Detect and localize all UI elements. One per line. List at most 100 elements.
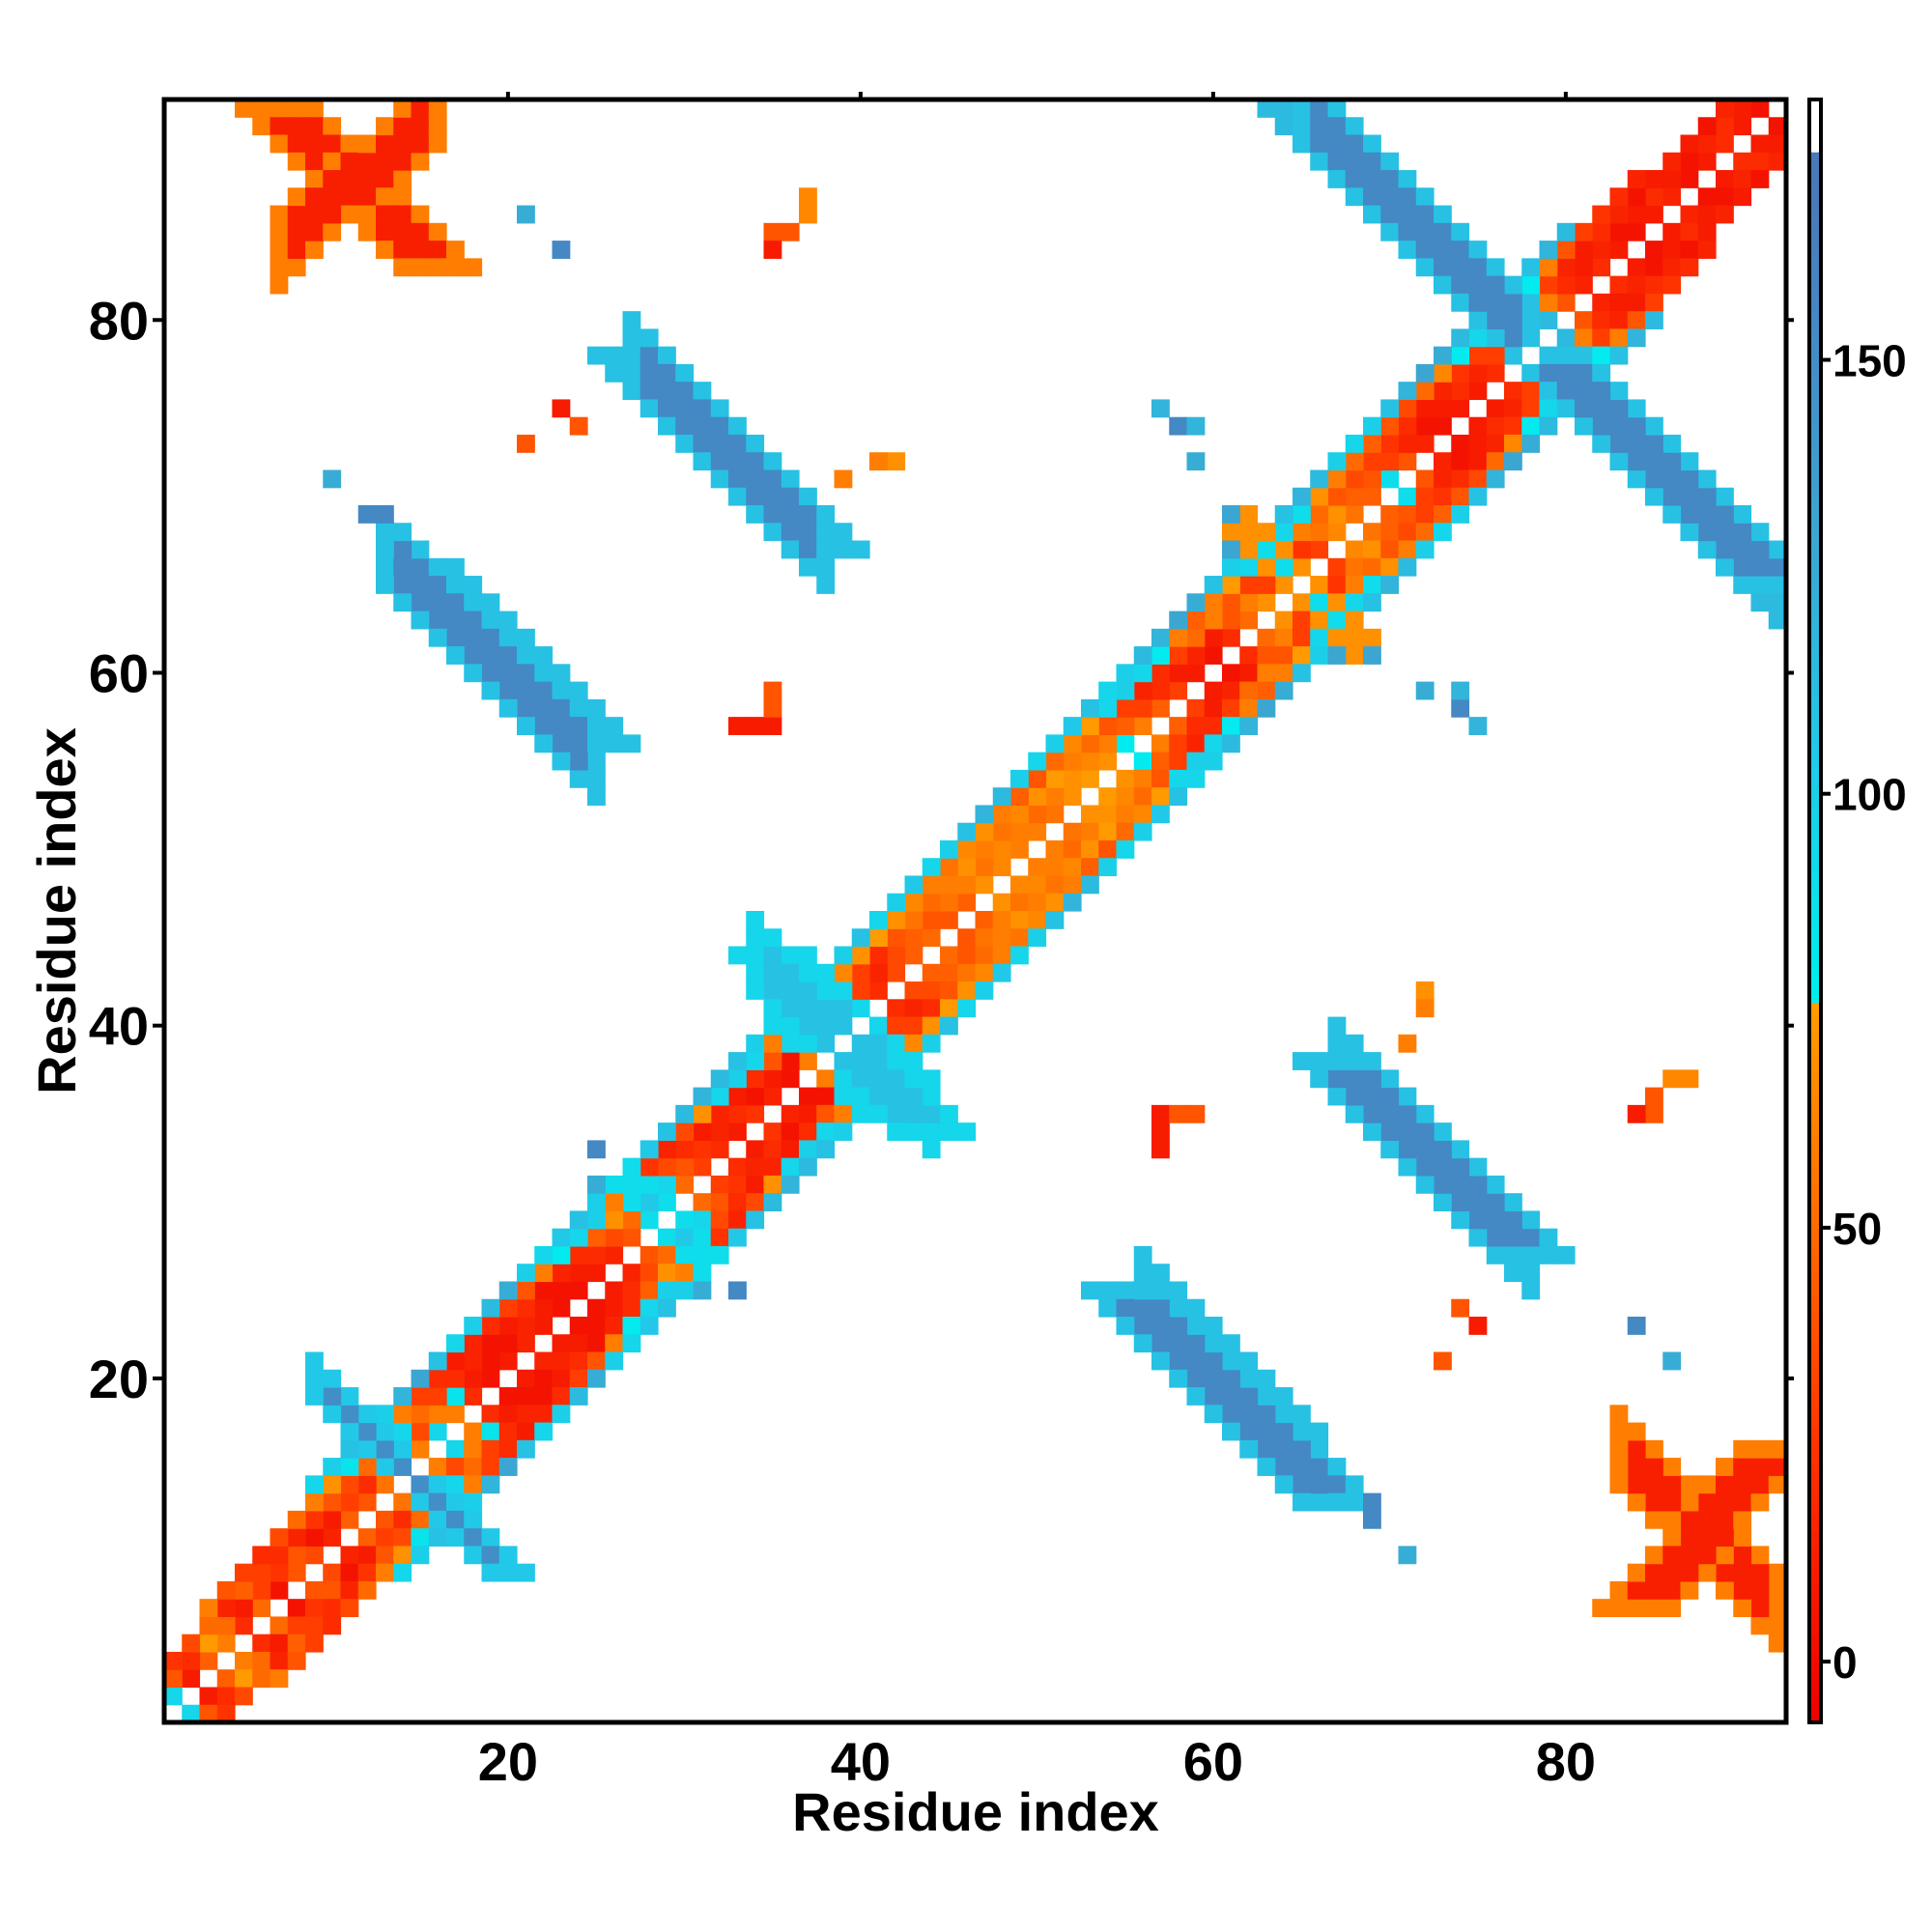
heatmap-cell — [1662, 452, 1682, 471]
heatmap-cell — [693, 1157, 712, 1177]
heatmap-cell — [728, 1175, 747, 1194]
heatmap-cell — [1697, 205, 1717, 224]
colorbar-segment — [1809, 1522, 1821, 1533]
heatmap-cell — [1327, 646, 1347, 665]
heatmap-cell — [411, 1510, 430, 1529]
heatmap-cell — [428, 611, 447, 630]
colorbar-segment — [1809, 464, 1821, 474]
heatmap-cell — [957, 963, 977, 982]
colorbar-segment — [1809, 663, 1821, 673]
heatmap-cell — [851, 540, 870, 559]
heatmap-cell — [1697, 523, 1717, 542]
heatmap-cell — [534, 1422, 554, 1441]
heatmap-cell — [816, 505, 836, 524]
heatmap-cell — [587, 1210, 606, 1230]
heatmap-cell — [1645, 1475, 1663, 1494]
heatmap-cell — [658, 1281, 676, 1300]
heatmap-cell — [887, 893, 906, 912]
heatmap-cell — [428, 1351, 447, 1371]
colorbar-segment — [1809, 194, 1821, 205]
heatmap-cell — [1716, 99, 1734, 118]
heatmap-cell — [393, 1405, 412, 1424]
heatmap-cell — [428, 1510, 447, 1529]
heatmap-cell — [1680, 1475, 1699, 1494]
heatmap-cell — [498, 1281, 518, 1300]
heatmap-cell — [464, 1475, 483, 1494]
heatmap-cell — [464, 576, 483, 594]
heatmap-cell — [1310, 1422, 1329, 1441]
heatmap-cell — [1310, 628, 1329, 647]
heatmap-cell — [1239, 576, 1259, 594]
heatmap-cell — [446, 258, 465, 277]
heatmap-cell — [834, 523, 853, 542]
heatmap-cell — [1592, 1599, 1611, 1618]
heatmap-cell — [393, 258, 412, 277]
heatmap-cell — [464, 1334, 483, 1353]
heatmap-cell — [675, 1175, 695, 1194]
heatmap-cell — [1415, 1140, 1435, 1159]
heatmap-cell — [1310, 523, 1329, 542]
heatmap-cell — [1222, 628, 1240, 647]
heatmap-cell — [393, 187, 412, 207]
heatmap-cell — [1398, 434, 1417, 453]
heatmap-cell — [1293, 1439, 1311, 1459]
colorbar-segment — [1809, 1462, 1821, 1472]
heatmap-cell — [1592, 434, 1611, 453]
heatmap-cell — [710, 1228, 729, 1247]
heatmap-cell — [235, 1651, 253, 1670]
heatmap-cell — [1169, 416, 1188, 436]
heatmap-cell — [498, 1298, 518, 1318]
heatmap-cell — [834, 540, 853, 559]
heatmap-cell — [1434, 382, 1452, 401]
heatmap-cell — [1222, 1351, 1240, 1371]
heatmap-cell — [940, 946, 958, 965]
colorbar-segment — [1809, 697, 1821, 708]
heatmap-cell — [305, 117, 324, 136]
heatmap-cell — [340, 1599, 359, 1618]
heatmap-cell — [1169, 1281, 1188, 1300]
colorbar-segment — [1809, 533, 1821, 543]
heatmap-cell — [1733, 1563, 1752, 1582]
heatmap-cell — [1451, 328, 1470, 348]
heatmap-cell — [763, 241, 782, 259]
heatmap-cell — [393, 99, 412, 118]
heatmap-cell — [428, 1405, 447, 1424]
heatmap-cell — [1468, 275, 1488, 295]
colorbar-segment — [1809, 671, 1821, 682]
heatmap-cell — [1627, 1104, 1646, 1123]
heatmap-cell — [376, 117, 394, 136]
heatmap-cell — [1609, 205, 1629, 224]
heatmap-cell — [1468, 363, 1488, 383]
colorbar-segment — [1809, 1150, 1821, 1159]
heatmap-cell — [569, 698, 588, 718]
colorbar-segment — [1809, 1653, 1821, 1662]
heatmap-cell — [1697, 187, 1717, 207]
heatmap-cell — [1204, 576, 1223, 594]
heatmap-cell — [1222, 611, 1240, 630]
heatmap-cell — [1434, 505, 1452, 524]
heatmap-cell — [1186, 646, 1206, 665]
heatmap-cell — [1345, 646, 1364, 665]
heatmap-cell — [1081, 698, 1099, 718]
heatmap-cell — [1592, 328, 1611, 348]
heatmap-cell — [622, 1175, 641, 1194]
heatmap-cell — [851, 1069, 870, 1089]
heatmap-cell — [1716, 170, 1734, 188]
heatmap-cell — [323, 1599, 342, 1618]
heatmap-cell — [675, 399, 695, 418]
heatmap-cell — [1592, 363, 1611, 383]
heatmap-cell — [658, 346, 676, 365]
heatmap-cell — [922, 911, 941, 929]
heatmap-cell — [1504, 328, 1522, 348]
heatmap-cell — [1415, 434, 1435, 453]
x-tick-label: 60 — [1183, 1731, 1243, 1792]
heatmap-cell — [1293, 1405, 1311, 1424]
heatmap-cell — [287, 134, 306, 154]
heatmap-cell — [1539, 275, 1558, 295]
colorbar-segment — [1809, 1375, 1821, 1385]
heatmap-cell — [781, 963, 800, 982]
colorbar-tick-label: 0 — [1833, 1637, 1858, 1688]
heatmap-cell — [287, 1651, 306, 1670]
heatmap-cell — [1081, 1281, 1099, 1300]
heatmap-cell — [411, 1492, 430, 1512]
